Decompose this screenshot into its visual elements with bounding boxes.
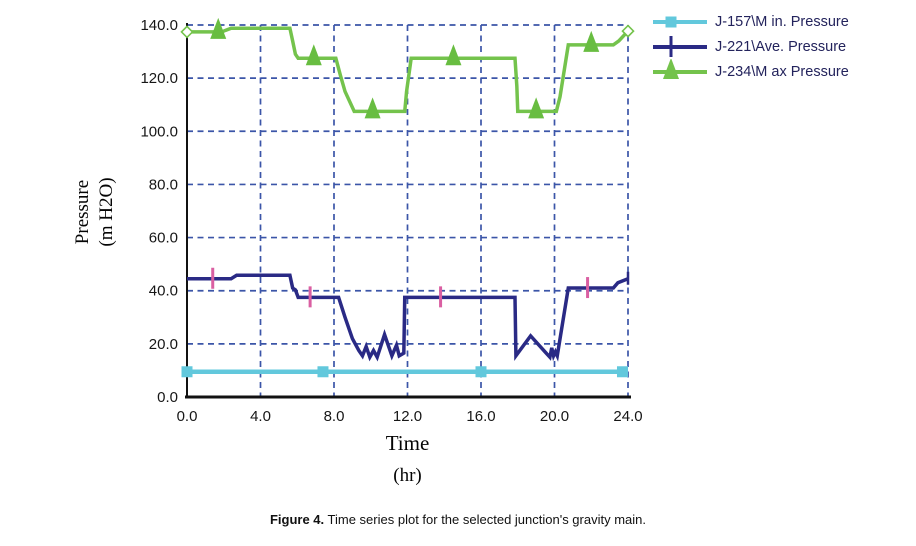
caption-label: Figure 4.	[269, 512, 325, 527]
triangle-marker	[583, 30, 600, 52]
legend-label-j234-max: J-234\M ax Pressure	[715, 63, 849, 80]
y-tick-label: 60.0	[149, 230, 178, 247]
x-axis-title: Time	[386, 431, 430, 455]
y-tick-label: 80.0	[149, 176, 178, 193]
legend-label-j157-min: J-157\M in. Pressure	[715, 13, 849, 30]
legend-swatch-j234-max	[653, 59, 707, 79]
triangle-marker	[445, 44, 462, 66]
diamond-marker	[621, 24, 635, 38]
y-axis-title: Pressure	[72, 180, 93, 244]
triangle-marker	[364, 97, 381, 119]
y-tick-label: 100.0	[140, 123, 178, 140]
x-tick-label: 20.0	[540, 408, 569, 425]
caption-text: Time series plot for the selected juncti…	[324, 512, 647, 527]
triangle-marker	[210, 17, 227, 39]
diamond-marker	[180, 25, 194, 39]
figure-caption: Figure 4. Time series plot for the selec…	[0, 512, 916, 527]
x-tick-label: 12.0	[393, 408, 422, 425]
y-tick-label: 120.0	[140, 70, 178, 87]
chart-legend: J-157\M in. Pressure J-221\Ave. Pressure J…	[652, 9, 849, 84]
y-tick-label: 0.0	[157, 389, 178, 406]
series-line-j221-ave	[187, 273, 629, 362]
legend-item-j234-max: J-234\M ax Pressure	[652, 59, 849, 84]
square-marker	[475, 366, 487, 378]
chart-canvas: 0.0 20.0 40.0 60.0 80.0 100.0 120.0 140.0 0.0 4.0…	[72, 17, 643, 486]
y-tick-label: 40.0	[149, 283, 178, 300]
triangle-marker	[528, 97, 545, 119]
x-tick-label: 8.0	[324, 408, 345, 425]
x-axis-unit: (hr)	[393, 465, 421, 486]
square-marker	[616, 366, 628, 378]
legend-swatch-j157-min	[653, 16, 707, 28]
x-tick-label: 4.0	[250, 408, 271, 425]
x-tick-label: 16.0	[466, 408, 495, 425]
square-marker	[665, 16, 677, 28]
x-tick-label: 24.0	[613, 408, 642, 425]
legend-label-j221-ave: J-221\Ave. Pressure	[715, 38, 847, 55]
triangle-marker	[305, 44, 322, 66]
x-tick-label: 0.0	[177, 408, 198, 425]
square-marker	[317, 366, 329, 378]
triangle-marker	[663, 59, 679, 79]
series-line-j234-max	[187, 26, 630, 114]
legend-item-j221-ave: J-221\Ave. Pressure	[652, 34, 849, 59]
y-tick-label: 20.0	[149, 336, 178, 353]
legend-item-j157-min: J-157\M in. Pressure	[652, 9, 849, 34]
y-tick-label: 140.0	[140, 17, 178, 34]
square-marker	[181, 366, 193, 378]
y-axis-unit: (m H2O)	[96, 177, 117, 246]
legend-swatch-j221-ave	[653, 36, 707, 57]
